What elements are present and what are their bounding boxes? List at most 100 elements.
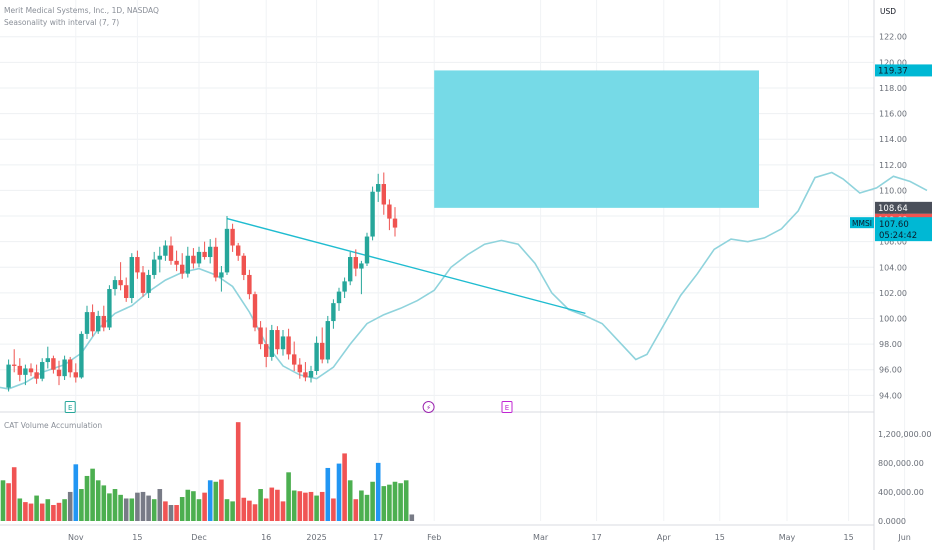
volume-bar xyxy=(84,475,90,521)
price-tick-label: 118.00 xyxy=(879,84,907,93)
time-tick-label: Mar xyxy=(533,533,549,542)
candles xyxy=(6,172,398,392)
candle-body xyxy=(84,312,90,334)
candle-body xyxy=(359,263,364,269)
last-price-tag-bg xyxy=(875,217,932,242)
price-tick-label: 102.00 xyxy=(879,289,907,298)
price-tick-label: 104.00 xyxy=(879,263,907,272)
volume-bar xyxy=(79,489,84,521)
volume-bar xyxy=(101,485,107,521)
box-bottom-tag-text: 108.64 xyxy=(878,204,908,214)
candle-body xyxy=(208,246,213,258)
candle-body xyxy=(370,191,375,237)
candle-body xyxy=(392,218,398,228)
volume-bar xyxy=(118,494,123,521)
candle-body xyxy=(157,255,162,260)
volume-bar xyxy=(6,483,11,521)
price-tick-label: 112.00 xyxy=(879,161,907,170)
candle-body xyxy=(191,255,196,264)
candle-body xyxy=(51,358,56,370)
volume-bar xyxy=(163,501,168,521)
volume-bar xyxy=(146,495,151,521)
candle-body xyxy=(213,246,218,278)
time-tick-label: Apr xyxy=(657,533,672,542)
trendline[interactable] xyxy=(226,217,586,315)
volume-bar xyxy=(219,479,224,521)
volume-bar xyxy=(269,487,275,521)
volume-bar xyxy=(359,490,364,521)
price-tick-label: 116.00 xyxy=(879,110,907,119)
volume-bar xyxy=(319,491,325,521)
price-tick-label: 98.00 xyxy=(879,340,902,349)
volume-bar xyxy=(291,490,297,521)
legend-volume: CAT Volume Accumulation xyxy=(4,421,103,430)
volume-bar xyxy=(280,501,286,521)
volume-bar xyxy=(67,491,73,521)
candle-body xyxy=(174,260,179,265)
ticker-tag-text: MMSI xyxy=(852,219,872,228)
volume-bar xyxy=(275,489,280,521)
volume-bar xyxy=(308,491,314,521)
candle-body xyxy=(90,312,95,332)
volume-tick-label: 800,000.00 xyxy=(878,459,924,468)
currency-label[interactable]: USD xyxy=(880,7,897,16)
volume-bar xyxy=(90,468,95,521)
volume-tick-label: 0.0000 xyxy=(878,517,906,526)
volume-bar xyxy=(151,499,157,521)
time-axis[interactable]: 15Nov15Dec16202517FebMar17Apr15May15Jun xyxy=(0,533,911,542)
volume-tick-label: 400,000.00 xyxy=(878,488,924,497)
volume-bar xyxy=(247,500,252,521)
ticker-tag-bg xyxy=(850,217,874,229)
time-tick-label: Dec xyxy=(191,533,206,542)
earnings-marker xyxy=(64,401,76,413)
candle-body xyxy=(258,327,263,345)
candle-body xyxy=(34,372,39,379)
price-tick-label: 106.00 xyxy=(879,238,907,247)
volume-bar xyxy=(263,498,269,521)
candle-body xyxy=(101,315,106,328)
volume-bar xyxy=(342,453,347,521)
time-tick-label: Feb xyxy=(427,533,441,542)
volume-bar xyxy=(392,481,398,521)
box-top-tag-text: 119.37 xyxy=(878,66,908,76)
candle-body xyxy=(348,257,353,282)
candle-body xyxy=(112,280,118,290)
volume-bar xyxy=(140,491,146,521)
last-price-text: 107.60 xyxy=(879,220,909,230)
candle-body xyxy=(230,228,235,246)
candle-body xyxy=(28,368,34,373)
volume-bar xyxy=(185,489,191,521)
candle-body xyxy=(336,291,342,304)
candle-body xyxy=(23,368,28,375)
volume-bar xyxy=(129,498,135,521)
candle-body xyxy=(180,264,185,274)
volume-bar xyxy=(174,505,179,521)
target-box[interactable] xyxy=(434,70,759,208)
time-tick-label: Jun xyxy=(897,533,911,542)
candle-body xyxy=(96,315,101,332)
volume-bar xyxy=(224,499,230,521)
volume-bar xyxy=(303,492,308,521)
dividend-marker xyxy=(422,401,435,413)
candle-body xyxy=(12,364,17,366)
volume-bar xyxy=(258,489,263,521)
volume-bar xyxy=(252,504,258,521)
volume-bar xyxy=(241,497,247,521)
candle-body xyxy=(286,336,291,355)
time-tick-label: 15 xyxy=(132,533,142,542)
volume-bar xyxy=(207,480,213,521)
candle-body xyxy=(224,228,230,273)
volume-bar xyxy=(23,502,28,521)
candle-body xyxy=(342,281,347,292)
candle-body xyxy=(292,354,297,365)
candle-body xyxy=(331,303,336,322)
candle-body xyxy=(364,236,370,264)
volume-bar xyxy=(39,503,45,521)
seasonality-path xyxy=(0,171,928,390)
earnings-marker xyxy=(501,401,513,413)
volume-bar xyxy=(34,495,39,521)
box-bottom-tag: 108.64 xyxy=(875,201,932,214)
volume-bar xyxy=(370,481,375,521)
volume-bar xyxy=(347,480,353,521)
